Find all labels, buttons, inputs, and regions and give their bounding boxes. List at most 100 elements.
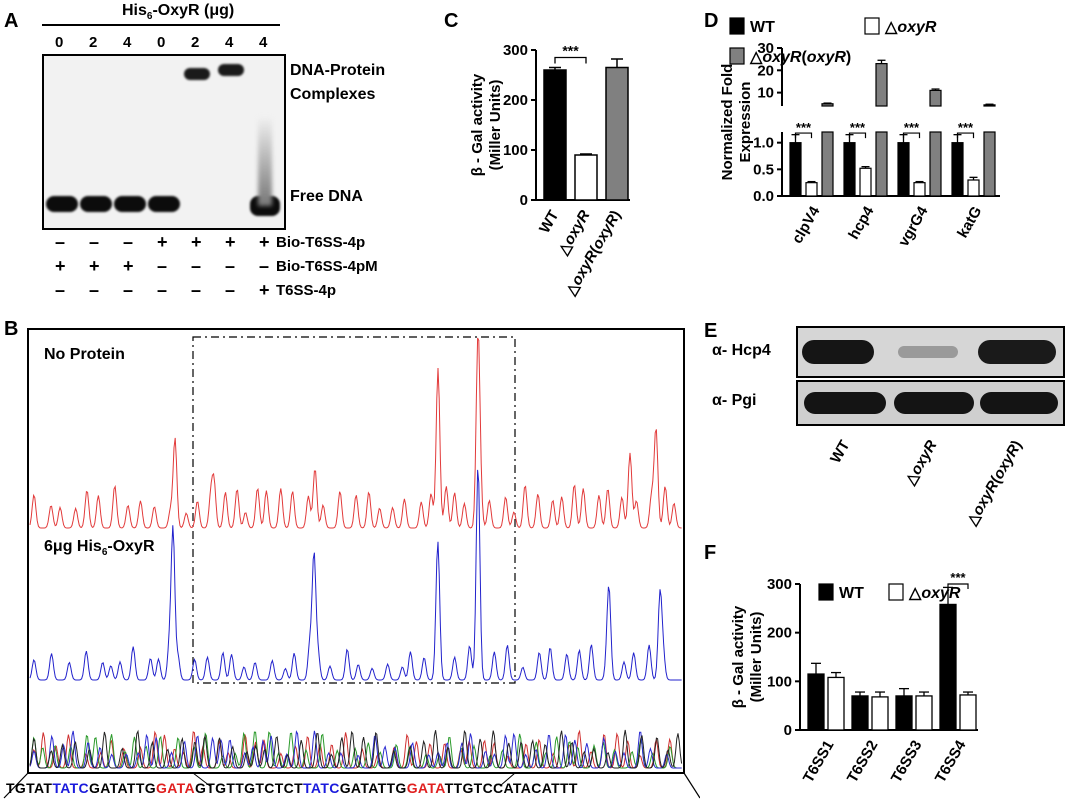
y-tick-label: 300 [767, 576, 792, 593]
lane-row-label: Bio-T6SS-4pM [276, 258, 378, 275]
lane-label: WT [827, 438, 853, 467]
lane-amount: 0 [157, 34, 166, 51]
panel-b-letter: B [4, 318, 19, 340]
bar [605, 66, 629, 201]
panel-a: A His6-OxyR (μg) 0 2 4 0 2 4 4 DNA-Protein Com… [0, 0, 420, 320]
blot-pgi [796, 380, 1065, 426]
blot-pgi-label: α- Pgi [712, 392, 757, 409]
significance-mark: *** [796, 120, 812, 135]
panel-e: E α- Hcp4 α- Pgi WT △oxyR △oxyR(oxyR) [700, 310, 1071, 530]
sequence-segment: GATA [406, 780, 445, 796]
bar [895, 695, 913, 731]
bar [807, 673, 825, 731]
lane-mark: – [89, 280, 100, 300]
y-axis-label: β - Gal activity(Miller Units) [469, 73, 504, 176]
lane-mark: + [259, 280, 270, 300]
sequence-segment: TTGTCCATACATTT [444, 780, 578, 796]
significance-mark: *** [850, 120, 866, 135]
y-axis-label: Normalized FoldExpression [719, 64, 754, 181]
y-tick-label: 0.0 [753, 188, 774, 205]
sequence-segment: GATATTG [88, 780, 156, 796]
y-tick-label: 100 [767, 673, 792, 690]
lane-row-label: Bio-T6SS-4p [276, 234, 366, 251]
lane-mark: + [123, 256, 134, 276]
lane-mark: – [157, 280, 168, 300]
sequence-segment: TATC [303, 780, 340, 796]
free-dna-band [250, 196, 280, 216]
bar [875, 131, 888, 197]
lane-mark: + [259, 232, 270, 252]
panel-b: B No Protein 6μg His6-OxyR TGTATTATCGATA… [0, 318, 700, 800]
lane-conditions: – – – + + + + Bio-T6SS-4p + + + – – – – Bio-T6SS-4pM – – –… [42, 232, 422, 322]
lane-mark: – [123, 232, 134, 252]
lane-row-label: T6SS-4p [276, 282, 337, 299]
lane-amount: 4 [123, 34, 132, 51]
significance-bracket [947, 583, 969, 589]
lane-mark: + [157, 232, 168, 252]
legend-label: WT [750, 19, 775, 36]
legend-swatch [888, 583, 904, 601]
bar [789, 142, 802, 197]
legend-swatch [729, 47, 745, 65]
base-trace [29, 729, 683, 769]
legend-swatch [729, 17, 745, 35]
sequencing-traces [29, 729, 683, 769]
lane-mark: – [157, 256, 168, 276]
lane-amount: 4 [259, 34, 268, 51]
lane-amount: 2 [89, 34, 98, 51]
significance-bracket [794, 132, 813, 139]
category-label: T6SS2 [844, 738, 882, 786]
y-tick-label: 200 [503, 92, 528, 109]
free-dna-band [114, 196, 146, 212]
lane-mark: + [191, 232, 202, 252]
complex-label-1: DNA-Protein [290, 62, 386, 79]
category-label: T6SS1 [800, 738, 838, 786]
sequence-segment: GTGTTGTCTCT [194, 780, 304, 796]
lane-mark: – [225, 280, 236, 300]
complex-label-2: Complexes [290, 86, 376, 103]
panel-c-letter: C [444, 10, 459, 32]
bar [821, 131, 834, 197]
y-tick-label: 0 [784, 722, 792, 739]
legend-swatch [818, 583, 834, 601]
free-dna-label: Free DNA [290, 188, 363, 205]
bar [913, 182, 926, 197]
lane-amounts: 0 2 4 0 2 4 4 [42, 34, 282, 52]
category-label: hcp4 [845, 203, 878, 242]
lane-label: △oxyR [901, 437, 940, 488]
panel-e-letter: E [704, 320, 718, 342]
y-tick-label: 1.0 [753, 135, 774, 152]
y-tick-label: 20 [757, 62, 774, 79]
panel-a-title: His6-OxyR (μg) [122, 2, 235, 23]
significance-mark: *** [950, 570, 966, 585]
panel-f-letter: F [704, 542, 717, 564]
lane-amount: 0 [55, 34, 64, 51]
bar [859, 167, 872, 197]
bar [951, 142, 964, 197]
y-tick-label: 0 [520, 192, 528, 209]
significance-bracket [902, 132, 921, 139]
lane-mark: – [225, 256, 236, 276]
category-label: T6SS4 [932, 737, 970, 786]
trace-oxyr-label: 6μg His6-OxyR [44, 538, 155, 559]
lane-mark: + [55, 256, 66, 276]
sequence-segment: GATATTG [339, 780, 407, 796]
lane-amount: 2 [191, 34, 200, 51]
lane-mark: – [123, 280, 134, 300]
y-tick-label: 200 [767, 625, 792, 642]
bar [959, 694, 977, 731]
y-tick-label: 30 [757, 40, 774, 57]
bar [843, 142, 856, 197]
category-label: WT [536, 208, 562, 237]
significance-bracket [956, 132, 975, 139]
sequence-segment: TGTAT [6, 780, 53, 796]
bar [929, 89, 942, 107]
bar [543, 69, 567, 201]
lane-mark: – [55, 232, 66, 252]
panel-a-letter: A [4, 10, 19, 32]
complex-band [218, 64, 244, 76]
chart-c: 0 100 200 300 β - Gal activity(Miller Units)… [469, 42, 630, 299]
trace-no-protein-label: No Protein [44, 346, 125, 363]
lane-mark: – [259, 256, 270, 276]
